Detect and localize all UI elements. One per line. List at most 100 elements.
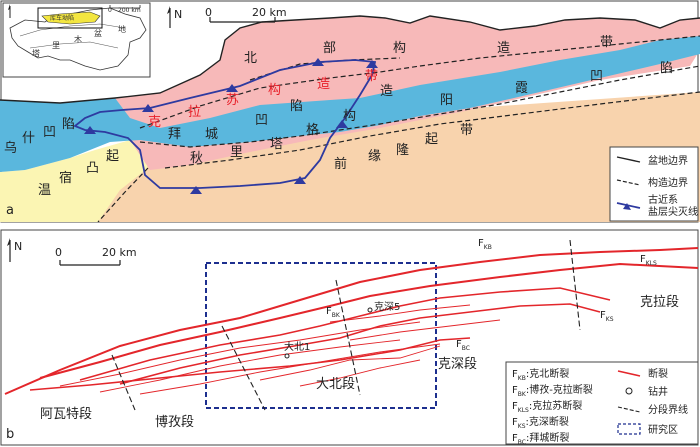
fault-kls: [39, 262, 699, 379]
fault-bc: [29, 337, 471, 391]
scale-bar: 0 20 km: [205, 6, 287, 23]
svg-text:N: N: [14, 240, 22, 253]
panel-b-label: b: [6, 427, 14, 442]
scale-bar-zero: 0: [205, 6, 212, 19]
qiulitag-char-5: 构: [343, 109, 356, 124]
wensu-char-3: 凸: [86, 161, 99, 176]
panel-a: 克 拉 苏 构 造 带 北 部 构 造 带 阳 霞 凹 陷 乌 什 凹 陷 拜 …: [0, 0, 700, 223]
kuqa-fold-belt-char-5: 造: [317, 77, 330, 92]
front-uplift-area: [0, 92, 700, 222]
qiulitag-char-1: 秋: [190, 151, 203, 166]
well-kes5: 克深5: [367, 301, 400, 313]
scale-bar-b: 0 20 km: [55, 246, 137, 266]
legend-a: 盆地边界 构造边界 古近系盐层尖灭线: [609, 146, 699, 222]
baicheng-char-2: 城: [205, 127, 218, 142]
segment-boundaries: [111, 239, 581, 411]
svg-text:盆: 盆: [94, 28, 102, 38]
legend-fault-bc: FBC:拜城断裂: [512, 431, 569, 446]
svg-text:古近系盐层尖灭线: 古近系盐层尖灭线: [648, 193, 698, 218]
svg-text:钻井: 钻井: [648, 385, 668, 398]
inset-north-arrow-icon: [8, 4, 11, 18]
svg-text:克深5: 克深5: [374, 301, 400, 313]
svg-text:大北1: 大北1: [284, 340, 310, 353]
wushi-char-3: 凹: [43, 125, 56, 140]
svg-text:研究区: 研究区: [648, 423, 678, 436]
depression-band-area: [0, 36, 700, 172]
legend-fault-ks: FKS:克深断裂: [512, 415, 569, 430]
study-area-box: [205, 262, 437, 409]
legend-salt-pinchout: 古近系盐层尖灭线: [616, 193, 698, 218]
svg-text:木: 木: [74, 34, 82, 44]
svg-text:构造边界: 构造边界: [648, 176, 688, 189]
legend-fault-kb: FKB:克北断裂: [512, 367, 569, 382]
kuqa-fold-belt-char-4: 构: [268, 83, 281, 98]
baicheng-char-4: 陷: [290, 99, 303, 114]
svg-text:里: 里: [52, 41, 60, 50]
wushi-char-4: 陷: [62, 117, 75, 132]
kuqa-fold-belt-char-1: 克: [148, 115, 161, 130]
svg-text:N: N: [174, 8, 182, 21]
baicheng-char-1: 拜: [168, 127, 181, 142]
north-belt-char-3: 构: [393, 41, 406, 56]
legend-salt-line-1: 古近系: [648, 193, 678, 206]
yangxia-char-3: 凹: [590, 69, 603, 84]
yangxia-char-2: 霞: [515, 81, 528, 96]
yangxia-char-1: 阳: [440, 93, 453, 108]
front-uplift-char-4: 起: [425, 132, 438, 147]
well-dabei1: 大北1: [284, 340, 310, 359]
front-uplift-char-3: 隆: [396, 143, 409, 158]
svg-text:塔: 塔: [32, 48, 40, 58]
legend-symbol-fault: 断裂: [617, 367, 668, 380]
svg-text:200 km: 200 km: [118, 7, 141, 14]
legend-fault-kls: FKLS:克拉苏断裂: [512, 399, 582, 414]
svg-text:分段界线: 分段界线: [648, 403, 688, 416]
svg-text:0: 0: [108, 7, 112, 14]
qiulitag-char-3: 塔: [270, 137, 283, 152]
yangxia-char-4: 陷: [660, 61, 673, 76]
wushi-char-1: 乌: [4, 140, 17, 156]
north-arrow-b-icon: N: [7, 238, 22, 262]
front-uplift-char-5: 带: [460, 123, 473, 138]
front-uplift-char-2: 缘: [368, 149, 381, 164]
legend-basin-boundary: 盆地边界: [616, 154, 688, 167]
legend-fault-bk: FBK:博孜-克拉断裂: [512, 383, 593, 398]
kuqa-fold-belt-char-6: 带: [365, 69, 378, 84]
north-belt-char-1: 北: [244, 51, 257, 66]
svg-text:盆地边界: 盆地边界: [648, 154, 688, 167]
inset-highlight-area: [41, 11, 101, 25]
legend-symbol-segment: 分段界线: [617, 403, 688, 416]
salt-pinchout-ticks: [84, 58, 378, 194]
qiulitag-char-4: 格: [306, 122, 319, 138]
segment-awat: 阿瓦特段: [40, 407, 92, 422]
basin-boundary-line: [0, 15, 700, 104]
svg-text:地: 地: [118, 24, 126, 34]
qiulitag-char-2: 里: [230, 145, 243, 160]
legend-b: FKB:克北断裂 FBK:博孜-克拉断裂 FKLS:克拉苏断裂 FKS:克深断裂…: [505, 361, 699, 446]
salt-pinchout-line: [73, 59, 377, 189]
svg-text:20 km: 20 km: [102, 246, 137, 259]
inset-map: 库车坳陷 0 200 km 塔 里 木 盆 地: [2, 2, 151, 78]
segment-kela: 克拉段: [640, 295, 679, 310]
legend-symbol-well: 钻井: [625, 385, 668, 398]
fault-bk: [79, 287, 611, 381]
wensu-char-2: 宿: [59, 170, 72, 186]
segment-bozi: 博孜段: [155, 415, 194, 430]
kuqa-fold-belt-char-2: 拉: [188, 105, 201, 120]
front-uplift-char-1: 前: [334, 156, 347, 172]
kuqa-fold-belt-char-3: 苏: [226, 92, 239, 108]
baicheng-char-3: 凹: [255, 113, 268, 128]
north-belt-char-4: 造: [497, 41, 510, 56]
legend-structure-boundary: 构造边界: [616, 176, 688, 189]
legend-symbol-study-area: 研究区: [617, 423, 678, 436]
north-arrow-icon: N: [167, 6, 182, 28]
wushi-char-2: 什: [22, 131, 35, 146]
wensu-char-1: 温: [38, 183, 51, 198]
north-belt-char-2: 部: [323, 41, 336, 56]
panel-b: 克深5 大北1 FKB FKLS FBK FKS FBC 阿瓦特段 博孜段 大北…: [0, 229, 699, 446]
panel-a-label: a: [6, 203, 14, 218]
scale-bar-value: 20 km: [252, 6, 287, 19]
legend-salt-line-2: 盐层尖灭线: [648, 205, 698, 218]
fault-ks: [119, 303, 601, 385]
svg-text:0: 0: [55, 246, 62, 259]
